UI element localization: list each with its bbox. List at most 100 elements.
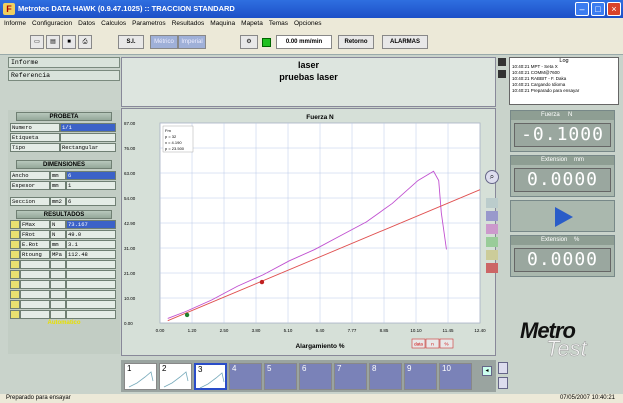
result-flag	[10, 310, 20, 319]
open-folder-icon[interactable]: ▤	[46, 35, 60, 49]
extension-readout: Extension mm 0.0000	[510, 155, 615, 197]
menu-item-datos[interactable]: Datos	[78, 20, 96, 27]
units-si-button[interactable]: S.I.	[118, 35, 144, 49]
window-title: Metrotec DATA HAWK (0.9.47.1025) :: TRAC…	[18, 4, 235, 13]
thumbnail-label: 3	[198, 365, 203, 374]
menu-item-resultados[interactable]: Resultados	[171, 20, 205, 27]
start-button[interactable]	[510, 200, 615, 232]
view-table-icon[interactable]	[498, 377, 508, 389]
machine-icon[interactable]: ⚙	[240, 35, 258, 49]
view-chart-icon[interactable]	[498, 362, 508, 374]
menu-item-calculos[interactable]: Calculos	[101, 20, 127, 27]
grid-icon[interactable]	[486, 237, 498, 247]
thumbnail-7[interactable]: 7	[334, 363, 367, 390]
zoom-icon[interactable]: ⌕	[485, 170, 499, 184]
annotation-line: p = 23.500	[165, 146, 185, 151]
palette-icon[interactable]	[486, 224, 498, 234]
x-tick-label: 5.10	[284, 328, 293, 333]
menu-item-configuracion[interactable]: Configuracion	[32, 20, 73, 27]
y-tick-label: 42.90	[124, 221, 136, 226]
units-metric-button[interactable]: Métrico	[150, 35, 178, 49]
dim-value[interactable]: 6	[66, 171, 116, 180]
force-unit: N	[568, 112, 573, 118]
thumbnail-9[interactable]: 9	[404, 363, 437, 390]
result-unit	[50, 300, 66, 309]
thumbnail-3[interactable]: 3	[194, 363, 227, 390]
thumbnail-label: 8	[372, 364, 377, 373]
thumbnail-label: 5	[267, 364, 272, 373]
thumbnail-2[interactable]: 2	[159, 363, 192, 390]
result-flag	[10, 290, 20, 299]
export-icon[interactable]	[486, 263, 498, 273]
title-bar: F Metrotec DATA HAWK (0.9.47.1025) :: TR…	[0, 0, 623, 18]
annotation-box	[162, 125, 194, 153]
thumbnail-4[interactable]: 4	[229, 363, 262, 390]
force-elongation-chart[interactable]: 0.00 1.20 2.50 3.80 5.10 6.40 7.77 8.85 10.10 11.…	[122, 109, 495, 355]
dim-unit: mm2	[50, 197, 66, 206]
thumbnail-8[interactable]: 8	[369, 363, 402, 390]
units-imperial-button[interactable]: Imperial	[178, 35, 206, 49]
annotation-line: x = 4.190	[165, 140, 182, 145]
dim-key: Ancho	[10, 171, 50, 180]
dim-value[interactable]: 1	[66, 181, 116, 190]
informe-value: laser	[297, 60, 320, 70]
result-unit	[50, 270, 66, 279]
new-file-icon[interactable]: ▭	[30, 35, 44, 49]
result-value	[66, 260, 116, 269]
save-referencia-icon[interactable]	[498, 70, 506, 78]
result-flag	[10, 270, 20, 279]
informe-label: Informe	[8, 57, 120, 68]
dim-key: Espesor	[10, 181, 50, 190]
menu-item-opciones[interactable]: Opciones	[294, 20, 322, 27]
chart-mode-label: data	[414, 342, 423, 347]
menu-item-temas[interactable]: Temas	[268, 20, 288, 27]
y-tick-label: 10.00	[124, 296, 136, 301]
settings-icon[interactable]	[486, 211, 498, 221]
y-tick-label: 87.00	[124, 121, 136, 126]
retorno-button[interactable]: Retorno	[338, 35, 374, 49]
alarmas-button[interactable]: ALARMAS	[382, 35, 428, 49]
prev-icon[interactable]: ◂	[482, 366, 492, 376]
menu-item-informe[interactable]: Informe	[4, 20, 27, 27]
result-unit: N	[50, 230, 66, 239]
minimize-button[interactable]: –	[575, 2, 589, 16]
thumbnail-5[interactable]: 5	[264, 363, 297, 390]
extension-pct-value: 0.0000	[514, 248, 611, 272]
thumbnail-curve	[163, 371, 189, 388]
chart-mode-button[interactable]	[411, 338, 426, 349]
probeta-value[interactable]	[60, 133, 116, 142]
brand-line2: Test	[546, 336, 587, 362]
result-flag	[10, 250, 20, 259]
probeta-value[interactable]: 1/1	[60, 123, 116, 132]
maximize-button[interactable]: □	[591, 2, 605, 16]
menu-item-parametros[interactable]: Parametros	[132, 20, 166, 27]
x-tick-label: 12.40	[474, 328, 486, 333]
y-tick-label: 31.00	[124, 246, 136, 251]
result-value	[66, 310, 116, 319]
print-icon[interactable]: ⎙	[78, 35, 92, 49]
chart-mode-button[interactable]	[439, 338, 454, 349]
result-key: FRot	[20, 230, 50, 239]
trash-icon[interactable]	[486, 198, 498, 208]
force-readout: Fuerza N -0.1000	[510, 110, 615, 152]
save-icon[interactable]: ■	[62, 35, 76, 49]
chart-mode-button[interactable]	[425, 338, 440, 349]
calculate-icon[interactable]	[486, 250, 498, 260]
probeta-value[interactable]: Rectangular	[60, 143, 116, 152]
thumbnail-10[interactable]: 10	[439, 363, 472, 390]
menu-item-mapeta[interactable]: Mapeta	[241, 20, 263, 27]
close-button[interactable]: ×	[607, 2, 621, 16]
save-informe-icon[interactable]	[498, 58, 506, 66]
annotation-line: p = 32	[165, 134, 177, 139]
result-key	[20, 270, 50, 279]
thumbnail-6[interactable]: 6	[299, 363, 332, 390]
x-tick-label: 2.50	[220, 328, 229, 333]
result-key: E.Rot	[20, 240, 50, 249]
x-tick-label: 6.40	[316, 328, 325, 333]
dim-unit: mm	[50, 181, 66, 190]
force-label: Fuerza	[541, 112, 560, 118]
dim-value[interactable]: 6	[66, 197, 116, 206]
menu-item-maquina[interactable]: Maquina	[210, 20, 236, 27]
y-tick-label: 63.00	[124, 171, 136, 176]
thumbnail-1[interactable]: 1	[124, 363, 157, 390]
